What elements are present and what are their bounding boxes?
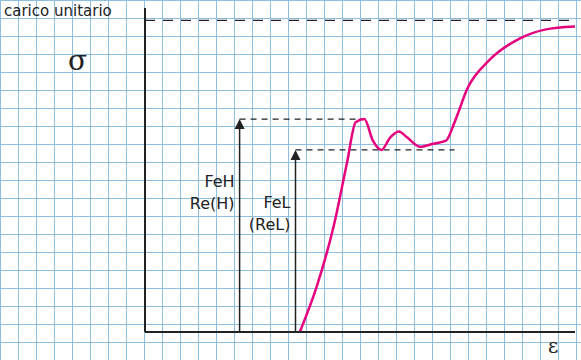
html-text:ε: ε [548,334,559,358]
html-text:σ: σ [68,44,88,77]
svg-text:Re(H): Re(H) [190,194,235,213]
svg-text:FeH: FeH [204,172,234,191]
svg-text:FeL: FeL [263,193,290,212]
html-text:carico unitario: carico unitario [4,2,112,20]
svg-text:(ReL): (ReL) [249,215,291,234]
